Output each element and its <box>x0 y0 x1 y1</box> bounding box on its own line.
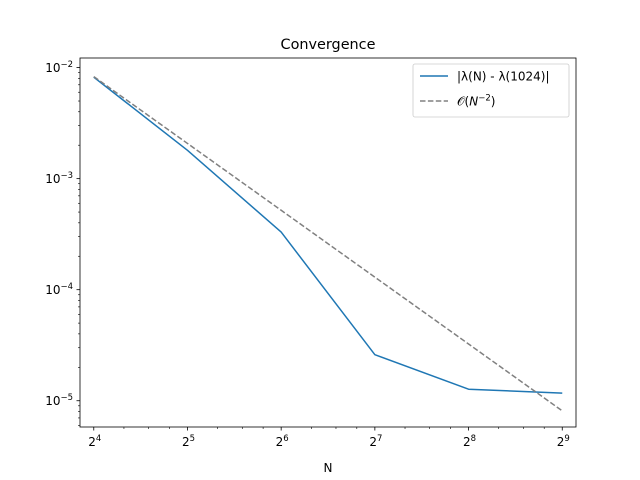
x-axis-label: N <box>324 461 333 475</box>
x-tick-label: 27 <box>369 434 382 449</box>
y-tick-label: 10−5 <box>45 393 73 408</box>
x-tick-label: 26 <box>276 434 289 449</box>
legend-label-series-1: |λ(N) - λ(1024)| <box>457 70 550 84</box>
legend-label-prefix: 𝒪( <box>457 95 469 109</box>
y-axis: 10−5 10−4 10−3 10−2 <box>45 60 80 426</box>
x-tick-label: 29 <box>557 434 570 449</box>
legend-label-base: N <box>469 95 478 109</box>
legend: |λ(N) - λ(1024)| 𝒪(N−2) <box>412 63 570 118</box>
series-line-1 <box>93 76 563 394</box>
x-axis: 24 25 26 27 28 29 <box>88 427 570 449</box>
series-layer <box>93 75 563 412</box>
series-line-2 <box>93 75 563 412</box>
y-tick-label: 10−3 <box>45 171 73 186</box>
x-tick-label: 28 <box>463 434 476 449</box>
y-tick-label: 10−4 <box>45 282 73 297</box>
chart-title: Convergence <box>281 37 376 53</box>
legend-label-series-2: 𝒪(N−2) <box>457 94 495 109</box>
legend-box <box>412 63 570 118</box>
x-tick-label: 25 <box>182 434 195 449</box>
x-tick-label: 24 <box>88 434 101 449</box>
plot-frame <box>79 57 577 428</box>
y-tick-label: 10−2 <box>45 60 73 75</box>
legend-label-suffix: ) <box>491 95 496 109</box>
legend-label-exponent: −2 <box>478 94 491 104</box>
